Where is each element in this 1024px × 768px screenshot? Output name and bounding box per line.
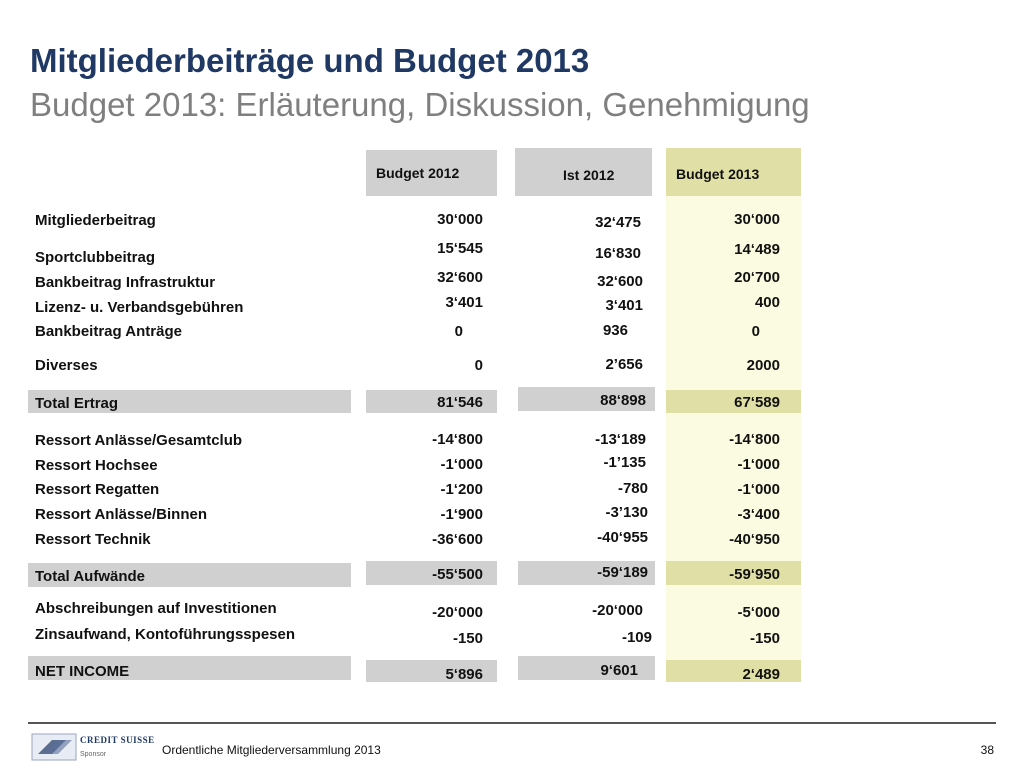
row-label-bankbeitrag-infrastruktur: Bankbeitrag Infrastruktur bbox=[35, 274, 216, 291]
row-label-sportclubbeitrag: Sportclubbeitrag bbox=[35, 249, 156, 266]
cell-ist2012: -40‘955 bbox=[597, 529, 648, 546]
total-ertrag-bar-b2012 bbox=[366, 390, 497, 413]
cell-b2013: 2‘489 bbox=[742, 666, 780, 683]
cell-b2013: 400 bbox=[754, 294, 780, 311]
logo-sponsor-text: Sponsor bbox=[80, 751, 107, 758]
cell-b2013: 0 bbox=[751, 323, 760, 340]
total-ertrag-bar-ist2012 bbox=[518, 387, 655, 411]
header-budget-2013: Budget 2013 bbox=[676, 166, 760, 182]
cell-b2012: -1‘900 bbox=[440, 506, 483, 523]
cell-b2013: -14‘800 bbox=[729, 431, 780, 448]
row-label-ressort-anlaesse-binnen: Ressort Anlässe/Binnen bbox=[35, 506, 207, 523]
cell-ist2012: 32‘600 bbox=[597, 273, 643, 290]
cell-b2012: -1‘200 bbox=[440, 481, 483, 498]
cell-ist2012: 9‘601 bbox=[600, 662, 638, 679]
cell-ist2012: -20‘000 bbox=[592, 602, 643, 619]
cell-b2013: -3‘400 bbox=[737, 506, 780, 523]
cell-b2012: 0 bbox=[454, 323, 463, 340]
cell-b2012: 3‘401 bbox=[445, 294, 483, 311]
cell-ist2012: -59‘189 bbox=[597, 564, 648, 581]
cell-b2013: -1‘000 bbox=[737, 456, 780, 473]
cell-ist2012: 3‘401 bbox=[605, 297, 643, 314]
cell-b2012: 5‘896 bbox=[445, 666, 483, 683]
net-income-bar-b2012 bbox=[366, 660, 497, 682]
cell-b2012: 15‘545 bbox=[437, 240, 483, 257]
cell-ist2012: 936 bbox=[602, 322, 628, 339]
credit-suisse-logo-icon bbox=[31, 733, 77, 761]
header-ist-2012: Ist 2012 bbox=[563, 167, 615, 183]
cell-b2013: 2000 bbox=[746, 357, 780, 374]
page-number: 38 bbox=[980, 743, 994, 757]
cell-b2012: -20‘000 bbox=[432, 604, 483, 621]
header-bg-budget-2012 bbox=[366, 150, 497, 196]
cell-b2013: 67‘589 bbox=[734, 394, 780, 411]
cell-b2012: 81‘546 bbox=[437, 394, 483, 411]
cell-b2012: -150 bbox=[452, 630, 483, 647]
header-bg-budget-2013 bbox=[666, 148, 801, 196]
cell-ist2012: -780 bbox=[617, 480, 648, 497]
cell-ist2012: 2’656 bbox=[605, 356, 643, 373]
row-label-mitgliederbeitrag: Mitgliederbeitrag bbox=[35, 212, 156, 229]
row-label-ressort-hochsee: Ressort Hochsee bbox=[35, 457, 158, 474]
cell-b2012: 32‘600 bbox=[437, 269, 483, 286]
header-budget-2012: Budget 2012 bbox=[376, 165, 460, 181]
row-label-ressort-regatten: Ressort Regatten bbox=[35, 481, 160, 498]
cell-b2013: 30‘000 bbox=[734, 211, 780, 228]
row-label-total-ertrag: Total Ertrag bbox=[35, 395, 119, 412]
net-income-bar-ist2012 bbox=[518, 656, 655, 680]
cell-b2012: 0 bbox=[474, 357, 483, 374]
row-label-abschreibungen: Abschreibungen auf Investitionen bbox=[35, 600, 277, 617]
total-aufwaende-bar-b2012 bbox=[366, 561, 497, 585]
cell-b2012: -1‘000 bbox=[440, 456, 483, 473]
total-aufwaende-bar-b2013 bbox=[666, 561, 801, 585]
net-income-bar-label bbox=[28, 656, 351, 680]
cell-ist2012: -109 bbox=[621, 629, 652, 646]
cell-ist2012: -3’130 bbox=[605, 504, 648, 521]
page-subtitle: Budget 2013: Erläuterung, Diskussion, Ge… bbox=[30, 86, 810, 123]
cell-b2012: -36‘600 bbox=[432, 531, 483, 548]
net-income-bar-b2013 bbox=[666, 660, 801, 682]
cell-b2013: -1‘000 bbox=[737, 481, 780, 498]
logo-brand-text: CREDIT SUISSE bbox=[80, 735, 155, 745]
cell-b2013: 20‘700 bbox=[734, 269, 780, 286]
cell-b2012: 30‘000 bbox=[437, 211, 483, 228]
total-ertrag-bar-b2013 bbox=[666, 390, 801, 413]
row-label-zinsaufwand: Zinsaufwand, Kontoführungsspesen bbox=[35, 626, 296, 643]
column-bg-budget-2013 bbox=[666, 148, 801, 682]
page-title: Mitgliederbeiträge und Budget 2013 bbox=[30, 42, 590, 79]
row-label-total-aufwaende: Total Aufwände bbox=[35, 568, 145, 585]
total-aufwaende-bar-ist2012 bbox=[518, 561, 655, 585]
cell-ist2012: 16‘830 bbox=[595, 245, 641, 262]
cell-b2013: -150 bbox=[749, 630, 780, 647]
cell-ist2012: 32‘475 bbox=[595, 214, 641, 231]
cell-b2013: -40‘950 bbox=[729, 531, 780, 548]
cell-b2013: -5‘000 bbox=[737, 604, 780, 621]
cell-ist2012: -1’135 bbox=[603, 454, 646, 471]
cell-b2013: 14‘489 bbox=[734, 241, 780, 258]
row-label-ressort-anlaesse-gesamtclub: Ressort Anlässe/Gesamtclub bbox=[35, 432, 243, 449]
cell-b2013: -59‘950 bbox=[729, 566, 780, 583]
row-label-bankbeitrag-antraege: Bankbeitrag Anträge bbox=[35, 323, 182, 340]
footer-event-text: Ordentliche Mitgliederversammlung 2013 bbox=[162, 743, 381, 757]
footer-divider bbox=[28, 722, 996, 724]
cell-ist2012: -13‘189 bbox=[595, 431, 646, 448]
cell-ist2012: 88‘898 bbox=[600, 392, 646, 409]
total-ertrag-bar-label bbox=[28, 390, 351, 413]
cell-b2012: -14‘800 bbox=[432, 431, 483, 448]
row-label-net-income: NET INCOME bbox=[35, 663, 130, 680]
row-label-lizenz: Lizenz- u. Verbandsgebühren bbox=[35, 299, 244, 316]
cell-b2012: -55‘500 bbox=[432, 566, 483, 583]
header-bg-ist-2012 bbox=[515, 148, 652, 196]
row-label-ressort-technik: Ressort Technik bbox=[35, 531, 151, 548]
row-label-diverses: Diverses bbox=[35, 357, 98, 374]
total-aufwaende-bar-label bbox=[28, 563, 351, 587]
